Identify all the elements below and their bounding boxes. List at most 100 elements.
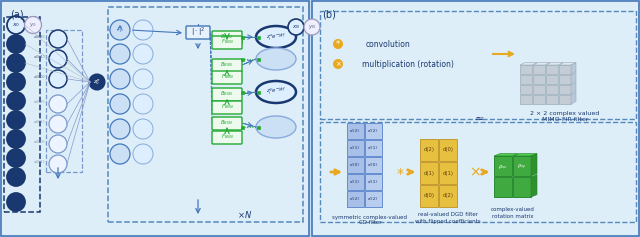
Bar: [347, 140, 364, 156]
Text: (b): (b): [322, 9, 336, 19]
Circle shape: [110, 44, 130, 64]
Text: a'(1): a'(1): [368, 146, 378, 150]
Bar: [494, 156, 512, 176]
Text: $\times$: $\times$: [335, 60, 342, 68]
Bar: [365, 191, 382, 207]
Text: $y_0$: $y_0$: [29, 21, 37, 29]
Bar: [420, 185, 438, 207]
Text: $\times$: $\times$: [469, 165, 481, 179]
Text: d(2): d(2): [424, 147, 435, 152]
Polygon shape: [546, 63, 563, 65]
Bar: [241, 36, 244, 38]
Circle shape: [7, 16, 25, 34]
Circle shape: [110, 144, 130, 164]
Circle shape: [90, 74, 104, 90]
Text: $z_1^y$: $z_1^y$: [116, 25, 124, 35]
Circle shape: [7, 92, 25, 110]
Text: $\times N$: $\times N$: [237, 210, 253, 220]
Text: $a_0(2)$: $a_0(2)$: [33, 98, 45, 106]
Text: symmetric complex-valued: symmetric complex-valued: [333, 214, 408, 219]
Text: convolution: convolution: [365, 40, 410, 49]
FancyBboxPatch shape: [212, 117, 242, 130]
Bar: [546, 85, 558, 94]
Bar: [546, 65, 558, 74]
Circle shape: [49, 135, 67, 153]
Text: $x_N$: $x_N$: [292, 23, 300, 31]
Text: $x_0$: $x_0$: [12, 21, 20, 29]
Ellipse shape: [256, 116, 296, 138]
Bar: [559, 85, 571, 94]
Polygon shape: [520, 63, 537, 65]
Text: a'(1): a'(1): [350, 180, 360, 184]
Text: $B_{BNN}$: $B_{BNN}$: [220, 32, 234, 41]
Text: a'(2): a'(2): [368, 197, 378, 201]
Text: d(1): d(1): [442, 170, 454, 176]
Text: $\rho_{xx}$: $\rho_{xx}$: [499, 163, 508, 171]
Text: $y_N$: $y_N$: [308, 23, 316, 31]
Bar: [533, 85, 545, 94]
FancyBboxPatch shape: [212, 71, 242, 84]
Circle shape: [7, 193, 25, 211]
Text: d(1): d(1): [424, 170, 435, 176]
Circle shape: [24, 17, 42, 33]
Circle shape: [7, 149, 25, 167]
Bar: [439, 139, 457, 161]
Text: a'(2): a'(2): [368, 129, 378, 133]
Bar: [365, 123, 382, 139]
Bar: [439, 162, 457, 184]
Text: a'(0): a'(0): [368, 163, 378, 167]
Bar: [533, 95, 545, 104]
Circle shape: [49, 95, 67, 113]
Bar: [257, 91, 260, 94]
Circle shape: [49, 50, 67, 68]
Circle shape: [133, 94, 153, 114]
Polygon shape: [571, 63, 576, 74]
Bar: [46, 30, 82, 172]
Polygon shape: [571, 82, 576, 94]
Bar: [533, 75, 545, 84]
Circle shape: [7, 35, 25, 53]
Circle shape: [49, 115, 67, 133]
Text: $F_{BNN}$: $F_{BNN}$: [221, 103, 234, 111]
Polygon shape: [571, 92, 576, 104]
Text: a'(2): a'(2): [350, 197, 360, 201]
FancyBboxPatch shape: [212, 59, 242, 72]
Bar: [257, 36, 260, 38]
Circle shape: [110, 119, 130, 139]
FancyBboxPatch shape: [186, 26, 210, 39]
Bar: [257, 126, 260, 128]
Bar: [513, 177, 531, 197]
Bar: [4, 17, 40, 212]
Text: $B_{BNN}$: $B_{BNN}$: [220, 90, 234, 98]
Circle shape: [49, 30, 67, 48]
Circle shape: [133, 119, 153, 139]
Bar: [520, 85, 532, 94]
Ellipse shape: [256, 26, 296, 48]
Text: d(0): d(0): [424, 193, 435, 199]
Bar: [420, 162, 438, 184]
Circle shape: [333, 59, 343, 69]
Text: $B_{BNN}$: $B_{BNN}$: [220, 118, 234, 128]
Text: $z_i^x e^{-j\phi_i^x}$: $z_i^x e^{-j\phi_i^x}$: [266, 31, 286, 43]
Text: $z_0^\pi$: $z_0^\pi$: [93, 77, 100, 87]
Text: $\rho_{xy}$: $\rho_{xy}$: [517, 162, 527, 172]
Bar: [513, 156, 531, 176]
Circle shape: [133, 44, 153, 64]
Bar: [241, 126, 244, 128]
Bar: [108, 7, 303, 222]
Bar: [520, 95, 532, 104]
Circle shape: [333, 39, 343, 49]
Bar: [347, 157, 364, 173]
Bar: [241, 58, 244, 60]
Circle shape: [7, 130, 25, 148]
Circle shape: [49, 155, 67, 173]
FancyBboxPatch shape: [212, 131, 242, 144]
Bar: [320, 122, 636, 222]
Text: $a_0(1)$: $a_0(1)$: [33, 118, 45, 126]
Ellipse shape: [256, 81, 296, 103]
Text: a'(1): a'(1): [368, 180, 378, 184]
Polygon shape: [513, 154, 537, 156]
Text: $B_{BNN}$: $B_{BNN}$: [220, 60, 234, 69]
Text: with flipped coefficients: with flipped coefficients: [415, 219, 481, 224]
Circle shape: [7, 111, 25, 129]
